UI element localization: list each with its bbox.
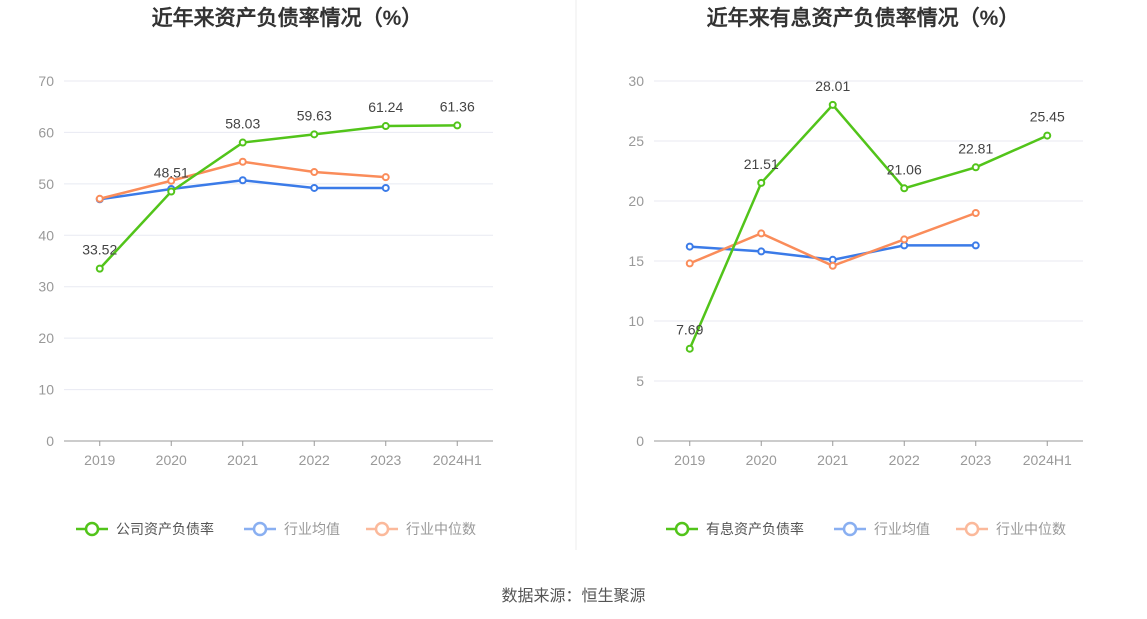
data-source: 数据来源：恒生聚源 (501, 588, 646, 605)
y-tick-label: 30 (628, 73, 644, 89)
legend-marker-icon (964, 521, 980, 537)
data-label: 61.24 (368, 99, 403, 115)
legend-marker-icon (842, 521, 858, 537)
data-label: 33.52 (82, 242, 117, 258)
y-tick-label: 60 (38, 124, 54, 140)
data-label: 59.63 (297, 107, 332, 123)
y-tick-label: 20 (628, 193, 644, 209)
data-point-company (685, 344, 694, 353)
x-tick-label: 2022 (889, 452, 920, 468)
data-point-median (238, 157, 247, 166)
x-tick-label: 2023 (960, 452, 991, 468)
x-tick-label: 2024H1 (433, 452, 482, 468)
y-tick-label: 50 (38, 176, 54, 192)
x-tick-label: 2020 (746, 452, 777, 468)
series-line-company (98, 124, 458, 270)
legend-label: 公司资产负债率 (116, 521, 214, 537)
data-point-company (1043, 131, 1052, 140)
data-point-company (310, 130, 319, 139)
chart-title: 近年来资产负债率情况（%） (152, 6, 423, 30)
data-point-company (381, 122, 390, 131)
x-tick-label: 2023 (370, 452, 401, 468)
legend-marker-icon (374, 521, 390, 537)
data-point-median (310, 168, 319, 177)
y-tick-label: 40 (38, 227, 54, 243)
data-point-company (900, 184, 909, 193)
data-label: 22.81 (958, 140, 993, 156)
data-point-company (828, 100, 837, 109)
data-label: 58.03 (225, 116, 260, 132)
data-label: 25.45 (1030, 109, 1065, 125)
data-point-median (381, 173, 390, 182)
data-label: 61.36 (440, 98, 475, 114)
x-tick-label: 2021 (227, 452, 258, 468)
y-tick-label: 10 (628, 313, 644, 329)
series-line-company (688, 102, 1048, 350)
chart-panel-2: 近年来有息资产负债率情况（%） 0 5 10 15 20 25 30 2019 2020 2021 2… (628, 6, 1083, 537)
legend-label: 行业中位数 (406, 521, 476, 537)
data-point-avg (310, 183, 319, 192)
data-point-median (685, 259, 694, 268)
data-point-median (900, 235, 909, 244)
data-point-company (167, 187, 176, 196)
data-point-median (757, 229, 766, 238)
data-point-median (828, 261, 837, 270)
x-tick-label: 2022 (299, 452, 330, 468)
chart-panel-1: 近年来资产负债率情况（%） 0 10 20 30 40 50 60 70 2019 2020 2021… (38, 6, 493, 537)
data-point-median (95, 194, 104, 203)
data-label: 7.69 (676, 322, 703, 338)
data-point-median (971, 209, 980, 217)
x-tick-label: 2019 (674, 452, 705, 468)
legend-item-median[interactable]: 行业中位数 (956, 521, 1066, 537)
legend-item-avg[interactable]: 行业均值 (244, 521, 340, 537)
legend-label: 有息资产负债率 (706, 521, 804, 537)
data-point-company (95, 264, 104, 273)
data-point-median (167, 176, 176, 185)
data-point-avg (685, 242, 694, 251)
data-label: 48.51 (154, 165, 189, 181)
data-point-avg (971, 241, 980, 250)
x-tick-label: 2019 (84, 452, 115, 468)
y-tick-label: 70 (38, 73, 54, 89)
legend-item-median[interactable]: 行业中位数 (366, 521, 476, 537)
chart-title: 近年来有息资产负债率情况（%） (707, 6, 1020, 30)
data-label: 28.01 (815, 78, 850, 94)
legend-item-company[interactable]: 有息资产负债率 (666, 521, 804, 537)
data-label: 21.06 (887, 161, 922, 177)
legend-item-company[interactable]: 公司资产负债率 (76, 521, 214, 537)
y-tick-label: 5 (636, 373, 644, 389)
data-point-avg (381, 183, 390, 192)
y-tick-label: 20 (38, 330, 54, 346)
data-point-company (238, 138, 247, 147)
legend-label: 行业中位数 (996, 521, 1066, 537)
y-tick-label: 30 (38, 279, 54, 295)
x-tick-label: 2021 (817, 452, 848, 468)
legend-marker-icon (84, 521, 100, 537)
legend-marker-icon (252, 521, 268, 537)
x-tick-label: 2020 (156, 452, 187, 468)
legend-label: 行业均值 (284, 521, 340, 537)
y-tick-label: 10 (38, 382, 54, 398)
data-point-company (757, 178, 766, 187)
y-tick-label: 25 (628, 133, 644, 149)
legend-marker-icon (674, 521, 690, 537)
data-point-company (453, 121, 462, 130)
x-tick-label: 2024H1 (1023, 452, 1072, 468)
legend-label: 行业均值 (874, 521, 930, 537)
data-point-avg (238, 176, 247, 185)
y-tick-label: 0 (636, 433, 644, 449)
data-point-company (971, 163, 980, 172)
data-label: 21.51 (744, 156, 779, 172)
data-point-avg (757, 247, 766, 256)
y-tick-label: 15 (628, 253, 644, 269)
legend-item-avg[interactable]: 行业均值 (834, 521, 930, 537)
y-tick-label: 0 (46, 433, 54, 449)
